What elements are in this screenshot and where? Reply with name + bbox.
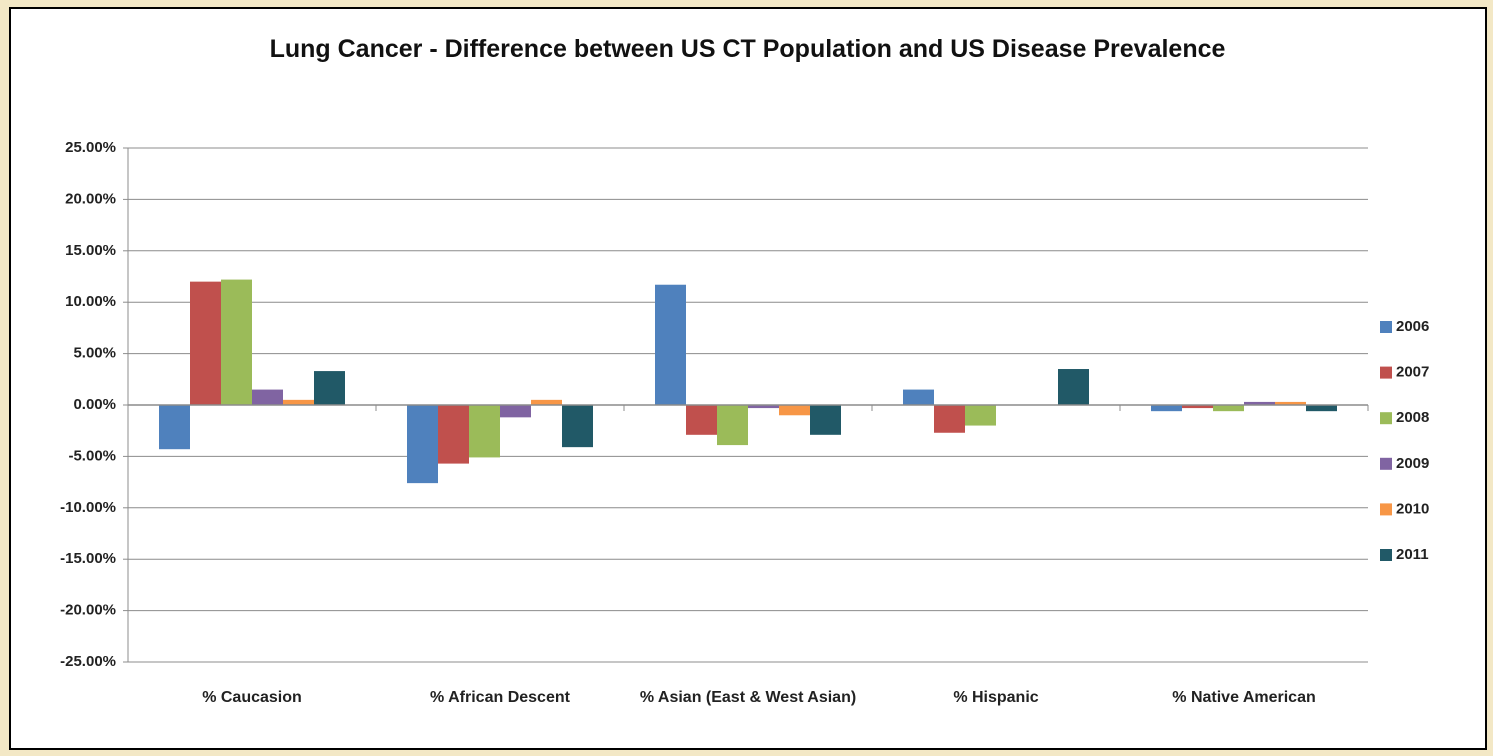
x-tick-label: % Asian (East & West Asian) <box>639 689 857 706</box>
y-tick-label: -10.00% <box>60 499 116 516</box>
x-tick-label: % Hispanic <box>953 689 1039 706</box>
legend-swatch <box>1380 412 1392 425</box>
x-tick-label: % African Descent <box>430 689 570 706</box>
bar <box>190 281 221 405</box>
bar <box>686 405 717 435</box>
y-tick-label: 20.00% <box>65 190 116 207</box>
legend-label: 2011 <box>1396 546 1429 563</box>
bar <box>810 405 841 435</box>
bar <box>965 405 996 426</box>
legend-swatch <box>1380 549 1392 561</box>
bar <box>903 389 934 405</box>
bar <box>1244 401 1275 405</box>
legend-swatch <box>1380 457 1392 470</box>
bar <box>283 399 314 405</box>
legend-label: 2009 <box>1396 455 1429 472</box>
bar <box>655 284 686 405</box>
bar <box>221 279 252 405</box>
legend-label: 2008 <box>1396 409 1429 426</box>
bar <box>314 371 345 405</box>
bar <box>252 389 283 405</box>
bar <box>438 405 469 464</box>
legend-label: 2007 <box>1396 364 1429 381</box>
y-tick-label: -25.00% <box>60 653 116 670</box>
bar <box>531 399 562 405</box>
y-tick-label: 10.00% <box>65 293 116 310</box>
bar <box>500 405 531 418</box>
bar <box>1182 405 1213 409</box>
y-tick-label: 25.00% <box>65 139 116 156</box>
bar <box>407 405 438 484</box>
bar <box>934 405 965 433</box>
legend-label: 2010 <box>1396 500 1429 517</box>
bar <box>748 405 779 409</box>
bar <box>1058 369 1089 405</box>
chart-title: Lung Cancer - Difference between US CT P… <box>269 35 1226 63</box>
bar <box>159 405 190 450</box>
bar <box>562 405 593 448</box>
legend-label: 2006 <box>1396 318 1429 335</box>
bar <box>469 405 500 458</box>
x-tick-label: % Caucasion <box>202 689 302 706</box>
legend-swatch <box>1380 321 1392 333</box>
y-tick-label: 0.00% <box>73 396 116 413</box>
y-tick-label: -5.00% <box>68 447 116 464</box>
bar <box>1213 405 1244 412</box>
chart-frame <box>9 7 1487 750</box>
bar <box>1151 405 1182 412</box>
bar <box>1275 401 1306 405</box>
bar <box>717 405 748 446</box>
bar <box>1306 405 1337 412</box>
y-tick-label: 5.00% <box>73 345 116 362</box>
y-tick-label: -20.00% <box>60 602 116 619</box>
legend-swatch <box>1380 503 1392 516</box>
y-tick-label: -15.00% <box>60 550 116 567</box>
bar <box>779 405 810 416</box>
legend-swatch <box>1380 366 1392 379</box>
y-tick-label: 15.00% <box>65 242 116 259</box>
x-tick-label: % Native American <box>1172 689 1316 706</box>
